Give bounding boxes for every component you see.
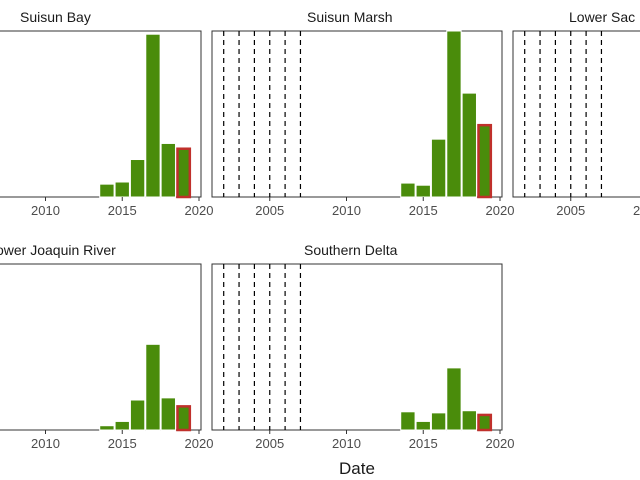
x-tick-label: 2005 — [556, 203, 585, 218]
panel-4: ower Joaquin River 2010 2015 2020 — [0, 242, 213, 451]
panel-frame — [211, 30, 503, 198]
x-tick-label: 2015 — [108, 203, 137, 218]
bar — [129, 399, 146, 431]
bar — [99, 183, 115, 198]
panel-title: Suisun Bay — [20, 9, 91, 25]
bar-highlighted — [176, 147, 192, 199]
x-tick-label: 2010 — [31, 436, 60, 451]
bar — [99, 425, 115, 431]
x-tick-label: 2005 — [255, 436, 284, 451]
panel-title: Suisun Marsh — [307, 9, 393, 25]
bar — [145, 343, 161, 431]
panel-frame — [0, 263, 202, 431]
panel-title: Southern Delta — [304, 242, 398, 258]
bar — [160, 142, 176, 198]
x-tick-label: 2015 — [409, 203, 438, 218]
bar — [461, 92, 477, 198]
bar — [415, 184, 431, 198]
panel-1: Suisun Bay 2010 2015 2020 — [0, 9, 213, 218]
bar-highlighted — [477, 123, 493, 199]
panel-title: ower Joaquin River — [0, 242, 116, 258]
x-tick-label: 2010 — [633, 203, 640, 218]
x-tick-label: 2010 — [332, 203, 361, 218]
bar — [430, 412, 447, 431]
bar — [129, 159, 146, 198]
bar — [446, 30, 462, 198]
x-tick-label: 2015 — [108, 436, 137, 451]
panel-3: Lower Sac2005201020152020 — [512, 9, 640, 218]
bar — [145, 33, 161, 198]
x-tick-label: 2010 — [31, 203, 60, 218]
panel-frame — [211, 263, 503, 431]
bar-highlighted — [477, 413, 493, 432]
x-tick-label: 2020 — [486, 203, 515, 218]
panel-frame — [512, 30, 640, 198]
x-tick-label: 2020 — [185, 436, 214, 451]
bar-highlighted — [176, 405, 192, 432]
bar — [446, 367, 462, 431]
panel-title: Lower Sac — [569, 9, 635, 25]
x-tick-label: 2020 — [185, 203, 214, 218]
bar — [400, 182, 416, 198]
x-tick-label: 2020 — [486, 436, 515, 451]
panel-5: Southern Delta 2005 2010 2015 2020 — [211, 242, 515, 451]
bar — [114, 181, 130, 198]
bar — [114, 420, 130, 431]
panel-frame — [0, 30, 202, 198]
bar — [400, 411, 416, 431]
bar — [430, 138, 447, 198]
bar — [415, 420, 431, 431]
panel-2: Suisun Marsh 2005 2010 2015 2020 — [211, 9, 515, 218]
x-tick-label: 2015 — [409, 436, 438, 451]
x-axis-label: Date — [339, 459, 375, 478]
bar — [461, 410, 477, 431]
x-tick-label: 2005 — [255, 203, 284, 218]
x-tick-label: 2010 — [332, 436, 361, 451]
bar — [160, 397, 176, 431]
